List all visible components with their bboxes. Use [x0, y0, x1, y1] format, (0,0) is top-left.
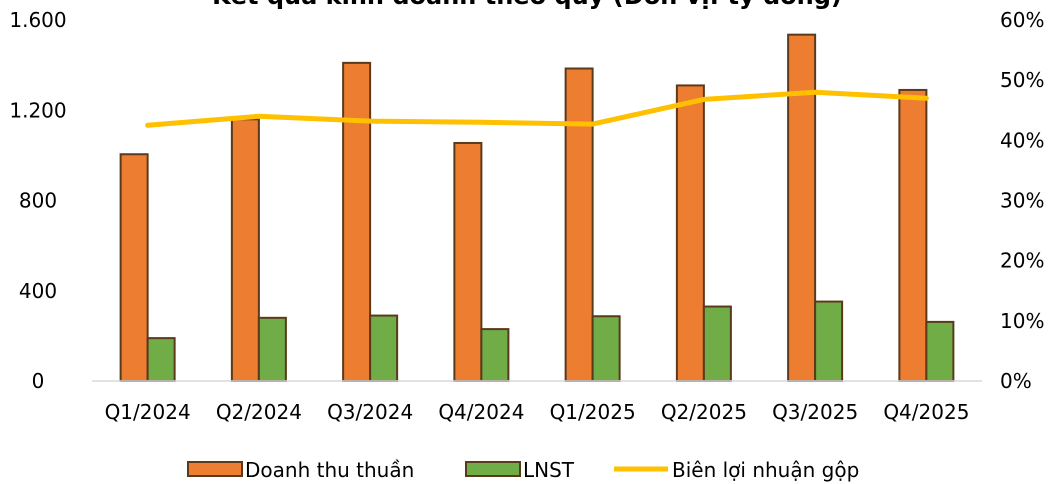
x-tick-label: Q4/2025: [883, 400, 969, 424]
right-tick-label: 50%: [1000, 68, 1044, 92]
left-tick-label: 800: [19, 189, 57, 213]
bar-lnst: [369, 314, 399, 383]
chart-title: Kết quả kinh doanh theo quý (Đơn vị: tỷ …: [212, 0, 842, 10]
left-tick-label: 1.200: [9, 98, 66, 122]
bar-doanh-thu-thuần: [342, 61, 372, 383]
right-tick-label: 30%: [1000, 189, 1044, 213]
right-tick-label: 40%: [1000, 128, 1044, 152]
x-tick-label: Q3/2024: [327, 400, 413, 424]
bar-lnst: [257, 316, 287, 383]
bar-doanh-thu-thuần: [564, 67, 594, 383]
x-tick-label: Q1/2024: [105, 400, 191, 424]
bar-lnst: [480, 328, 510, 383]
x-tick-label: Q3/2025: [772, 400, 858, 424]
bar-lnst: [591, 315, 621, 383]
right-axis: 0% 10% 20% 30% 40% 50% 60%: [1000, 8, 1044, 393]
right-tick-label: 10%: [1000, 309, 1044, 333]
x-tick-label: Q4/2024: [438, 400, 524, 424]
legend-swatch: [187, 461, 243, 477]
left-tick-label: 400: [19, 279, 57, 303]
bar-doanh-thu-thuần: [453, 141, 483, 382]
bar-doanh-thu-thuần: [675, 84, 705, 383]
bars-layer: [119, 33, 955, 383]
bar-doanh-thu-thuần: [119, 153, 149, 382]
bar-doanh-thu-thuần: [898, 88, 928, 382]
x-tick-label: Q2/2025: [661, 400, 747, 424]
legend-label: Biên lợi nhuận gộp: [672, 458, 859, 482]
x-tick-label: Q1/2025: [550, 400, 636, 424]
legend: Doanh thu thuần LNST Biên lợi nhuận gộp: [187, 458, 859, 482]
line-series: [145, 89, 929, 128]
right-tick-label: 20%: [1000, 249, 1044, 273]
legend-label: LNST: [523, 458, 575, 482]
right-tick-label: 0%: [1000, 369, 1032, 393]
bar-doanh-thu-thuần: [230, 118, 260, 383]
bar-doanh-thu-thuần: [787, 33, 817, 383]
right-tick-label: 60%: [1000, 8, 1044, 32]
line-layer: [145, 89, 929, 128]
legend-label: Doanh thu thuần: [245, 458, 414, 482]
left-tick-label: 0: [32, 369, 45, 393]
left-tick-label: 1.600: [9, 8, 66, 32]
x-tick-label: Q2/2024: [216, 400, 302, 424]
bar-lnst: [814, 300, 844, 382]
x-axis: Q1/2024 Q2/2024 Q3/2024 Q4/2024 Q1/2025 Q2/20…: [105, 400, 970, 424]
bar-lnst: [702, 305, 732, 383]
bar-lnst: [925, 320, 955, 383]
left-axis: 0 400 800 1.200 1.600: [9, 8, 66, 393]
legend-swatch: [465, 461, 521, 477]
bar-lnst: [146, 337, 176, 383]
